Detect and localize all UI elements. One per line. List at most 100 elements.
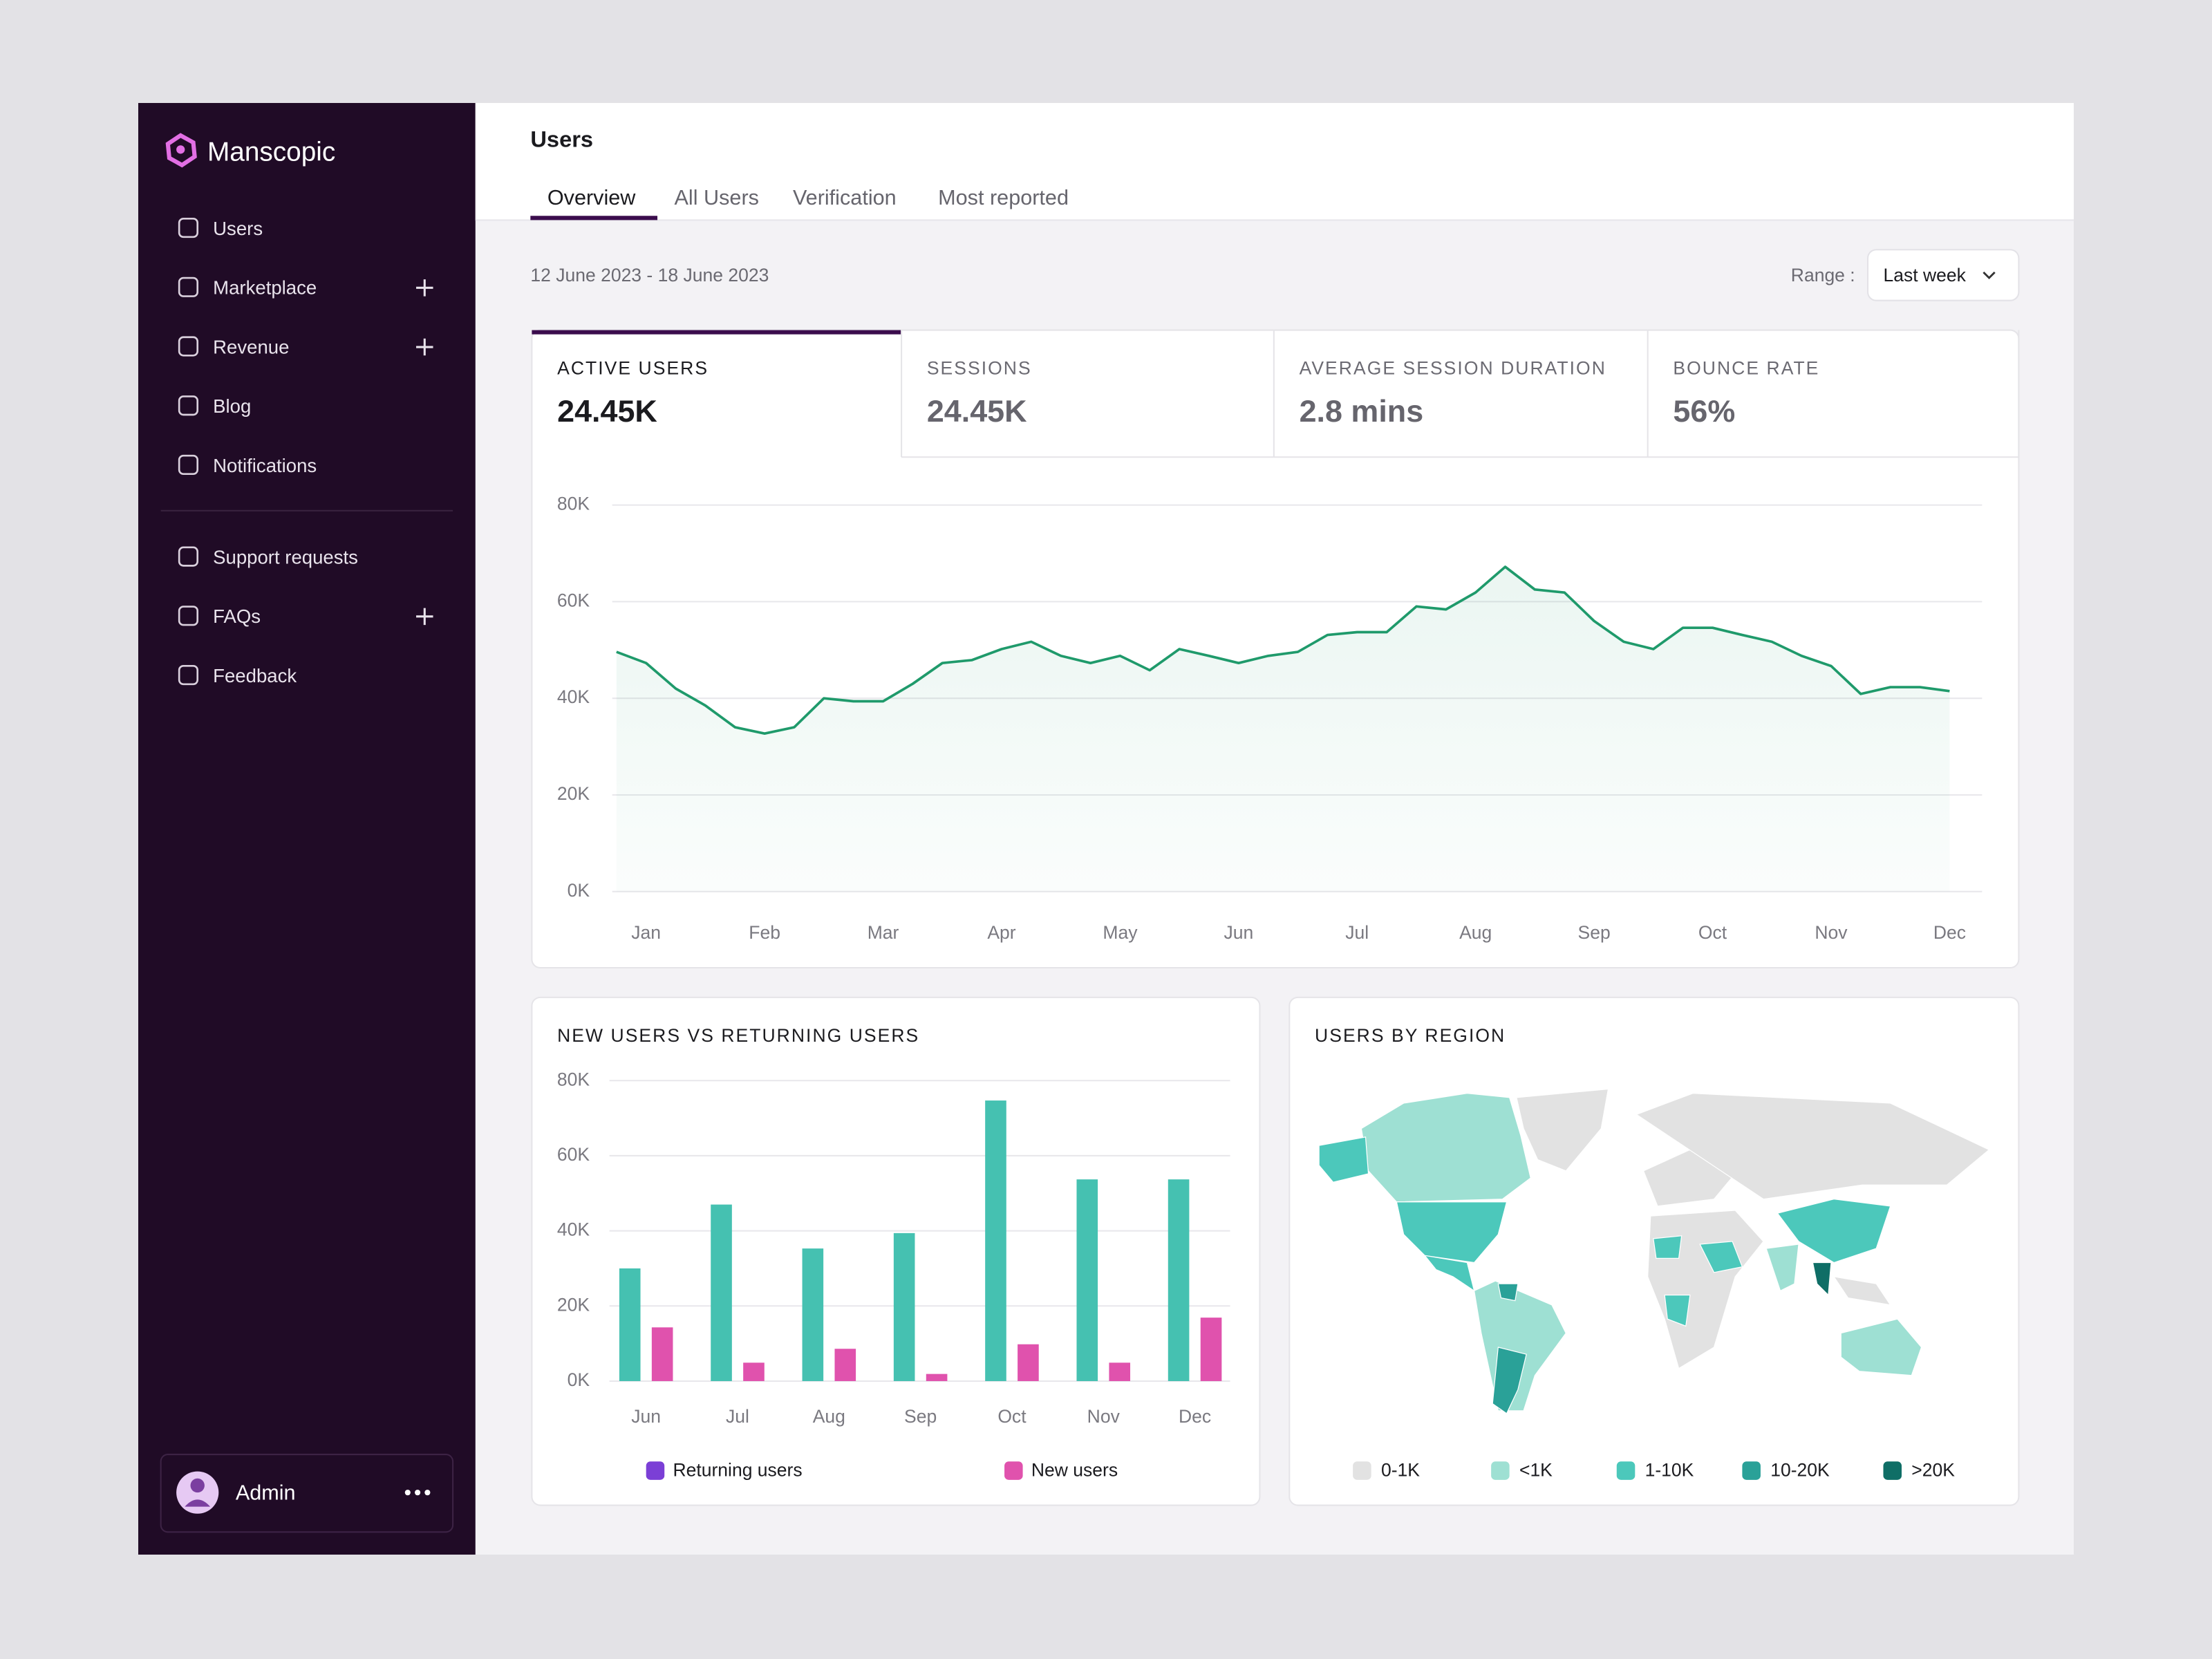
- legend-label: Returning users: [673, 1460, 802, 1481]
- legend-swatch: [1616, 1461, 1635, 1480]
- legend-swatch: [1742, 1461, 1761, 1480]
- legend-label: 10-20K: [1770, 1460, 1830, 1481]
- tab[interactable]: All Users: [675, 186, 759, 209]
- nav-label: Revenue: [213, 336, 289, 357]
- nav-label: Marketplace: [213, 277, 317, 299]
- bar: [651, 1327, 673, 1381]
- tab[interactable]: Verification: [793, 186, 897, 209]
- nav-item[interactable]: FAQs: [178, 606, 433, 627]
- x-tick-label: Dec: [1179, 1406, 1211, 1427]
- y-tick-label: 20K: [557, 783, 590, 804]
- avatar-head: [190, 1478, 205, 1493]
- nav-item[interactable]: Users: [178, 218, 263, 239]
- kpi-label[interactable]: BOUNCE RATE: [1673, 358, 1819, 379]
- kpi-value: 24.45K: [927, 393, 1027, 429]
- x-tick-label: May: [1103, 922, 1138, 943]
- tab[interactable]: Overview: [547, 186, 636, 209]
- bar: [1109, 1362, 1131, 1381]
- nav-icon: [178, 606, 199, 626]
- range-select[interactable]: [1867, 249, 2020, 301]
- nav-item[interactable]: Feedback: [178, 665, 297, 686]
- nav-icon: [178, 454, 199, 476]
- nav-label: Support requests: [213, 546, 358, 568]
- nav-icon: [178, 276, 199, 297]
- bar: [743, 1362, 765, 1381]
- x-tick-label: Jul: [726, 1406, 749, 1427]
- nav-label: Feedback: [213, 665, 297, 686]
- page-title: Users: [530, 126, 593, 152]
- x-tick-label: Feb: [749, 922, 780, 943]
- x-tick-label: Jan: [631, 922, 661, 943]
- bar: [834, 1349, 856, 1381]
- nav-label: Blog: [213, 395, 251, 417]
- legend-swatch: [1004, 1461, 1023, 1480]
- bar: [711, 1204, 732, 1381]
- x-tick-label: Jun: [1224, 922, 1253, 943]
- x-tick-label: Nov: [1087, 1406, 1121, 1427]
- legend-swatch: [1883, 1461, 1902, 1480]
- expand-icon: [416, 338, 433, 356]
- date-range: 12 June 2023 - 18 June 2023: [530, 265, 769, 285]
- nav-label: Notifications: [213, 455, 317, 476]
- nav-icon: [178, 336, 199, 357]
- sidebar: [138, 102, 476, 1555]
- avatar-body: [185, 1499, 211, 1507]
- legend-label: >20K: [1911, 1460, 1955, 1481]
- x-tick-label: Sep: [904, 1406, 937, 1427]
- y-tick-label: 80K: [557, 1069, 590, 1089]
- y-tick-label: 40K: [557, 1219, 590, 1240]
- y-tick-label: 80K: [557, 494, 590, 514]
- world-map: [1318, 1088, 1990, 1414]
- x-tick-label: Dec: [1933, 922, 1966, 943]
- bar: [893, 1232, 915, 1381]
- nav-item[interactable]: Support requests: [178, 546, 358, 568]
- nav-item[interactable]: Blog: [178, 395, 251, 417]
- bar: [926, 1374, 948, 1381]
- x-tick-label: Jun: [631, 1406, 661, 1427]
- expand-icon: [416, 608, 433, 626]
- kpi-label[interactable]: ACTIVE USERS: [557, 358, 709, 379]
- nav-item[interactable]: Notifications: [178, 454, 317, 476]
- y-tick-label: 60K: [557, 1144, 590, 1165]
- bar: [802, 1248, 824, 1381]
- kpi-value: 2.8 mins: [1300, 393, 1424, 429]
- nav-item[interactable]: Marketplace: [178, 276, 433, 299]
- legend-label: 0-1K: [1381, 1460, 1420, 1481]
- user-name: Admin: [236, 1481, 296, 1504]
- kpi-label[interactable]: SESSIONS: [927, 358, 1032, 379]
- x-tick-label: Nov: [1815, 922, 1848, 943]
- header: [475, 102, 2074, 221]
- x-tick-label: Aug: [1459, 922, 1492, 943]
- nav-item[interactable]: Revenue: [178, 336, 433, 357]
- y-tick-label: 20K: [557, 1294, 590, 1315]
- range-value: Last week: [1883, 265, 1966, 285]
- line-area: [616, 567, 1950, 892]
- x-tick-label: Jul: [1345, 922, 1369, 943]
- tab[interactable]: Most reported: [938, 186, 1069, 209]
- bar: [1200, 1318, 1222, 1381]
- x-tick-label: Oct: [1698, 922, 1727, 943]
- chevron: [1983, 271, 1996, 280]
- legend-label: New users: [1031, 1460, 1118, 1481]
- chart-title: NEW USERS VS RETURNING USERS: [557, 1025, 919, 1046]
- x-tick-label: Oct: [997, 1406, 1027, 1427]
- y-tick-label: 0K: [568, 1369, 590, 1390]
- y-tick-label: 40K: [557, 686, 590, 707]
- kpi-value: 24.45K: [557, 393, 657, 429]
- bar: [1018, 1344, 1039, 1381]
- brand-name: Manscopic: [207, 138, 335, 167]
- kpi-label[interactable]: AVERAGE SESSION DURATION: [1300, 358, 1606, 379]
- bar: [619, 1268, 641, 1381]
- x-tick-label: Sep: [1578, 922, 1611, 943]
- more-menu[interactable]: [404, 1490, 431, 1496]
- brand-logo: [165, 133, 197, 168]
- user-card[interactable]: [160, 1454, 454, 1533]
- range-label: Range :: [1791, 265, 1855, 285]
- nav-icon: [178, 218, 199, 238]
- expand-icon: [416, 279, 433, 297]
- kpi-value: 56%: [1673, 393, 1735, 429]
- legend-swatch: [1491, 1461, 1510, 1480]
- map-title: USERS BY REGION: [1315, 1025, 1506, 1046]
- bar: [1168, 1179, 1190, 1381]
